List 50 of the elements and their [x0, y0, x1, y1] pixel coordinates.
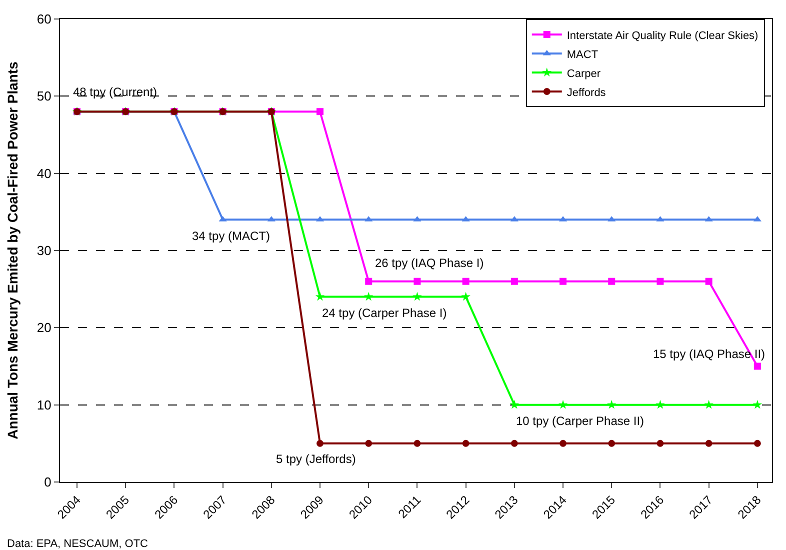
point	[414, 278, 421, 285]
point	[462, 440, 470, 447]
point	[560, 440, 567, 447]
text: Data: EPA, NESCAUM, OTC	[7, 538, 148, 550]
point	[754, 362, 761, 370]
annotation: 34 tpy (MACT)	[192, 229, 270, 243]
point	[316, 440, 324, 447]
point	[608, 440, 616, 447]
point	[316, 108, 324, 116]
y-tick-label: 50	[36, 88, 52, 104]
point	[608, 278, 616, 285]
point	[754, 440, 761, 447]
point	[558, 400, 568, 409]
annotation: 26 tpy (IAQ Phase I)	[375, 256, 484, 270]
point	[510, 278, 518, 285]
point	[462, 278, 470, 285]
annotation: 48 tpy (Current)	[73, 85, 158, 99]
point	[461, 292, 470, 301]
point	[705, 440, 712, 447]
point	[414, 440, 421, 447]
annotation: 5 tpy (Jeffords)	[276, 452, 356, 466]
point	[704, 400, 714, 409]
point	[510, 440, 518, 447]
y-tick-label: 40	[36, 166, 52, 181]
point	[365, 440, 372, 447]
legend-label: MACT	[566, 48, 598, 61]
point	[315, 292, 325, 301]
point	[656, 278, 664, 285]
point	[364, 292, 374, 301]
y-tick-label: 10	[36, 397, 52, 412]
y-tick-label: 0	[44, 474, 52, 490]
point	[752, 400, 762, 409]
annotation: 10 tpy (Carper Phase II)	[516, 414, 644, 428]
point	[656, 440, 664, 447]
point	[656, 400, 665, 409]
annotation: 24 tpy (Carper Phase I)	[322, 306, 447, 320]
point	[412, 292, 422, 301]
legend-label: Interstate Air Quality Rule (Clear Skies)	[566, 30, 758, 42]
y-axis-title: Annual Tons Mercury Emited by Coal-Fired Power Plants	[4, 61, 21, 440]
annotation: 15 tpy (IAQ Phase II)	[653, 347, 766, 361]
y-tick-label: 20	[36, 320, 52, 336]
legend-label: Jeffords	[566, 86, 606, 99]
point	[606, 400, 616, 409]
y-tick-label: 60	[36, 12, 52, 27]
point	[705, 278, 712, 285]
point	[365, 278, 372, 285]
y-tick-label: 30	[36, 243, 52, 258]
point	[510, 400, 520, 409]
point	[560, 278, 567, 285]
legend-label: Carper	[566, 68, 601, 80]
